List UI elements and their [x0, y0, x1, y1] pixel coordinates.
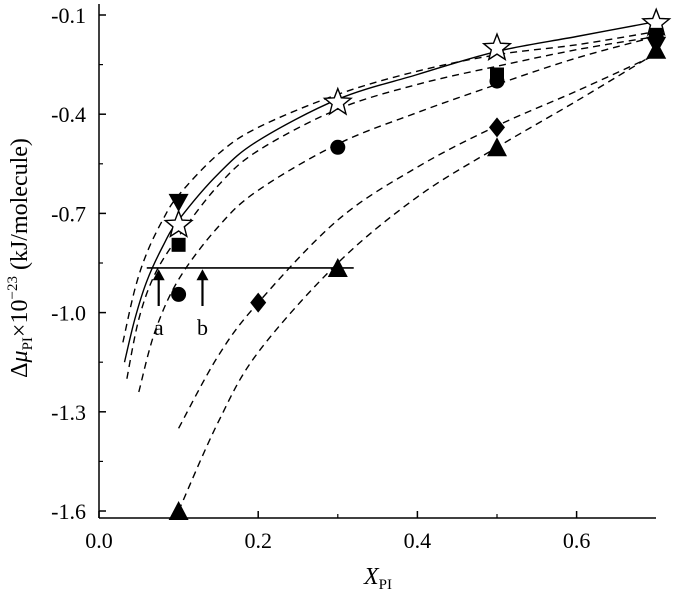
x-tick-label: 0.4 [404, 528, 432, 553]
y-tick-label: -1.0 [51, 301, 86, 326]
y-axis-title-delta: Δ [7, 362, 33, 377]
x-tick-label: 0.2 [244, 528, 272, 553]
y-axis-title-exp: −23 [5, 276, 21, 299]
marker-star [163, 209, 194, 238]
y-axis-title-unit: (kJ/molecule) [7, 138, 33, 276]
marker-diamond [250, 292, 267, 313]
marker-square [171, 237, 186, 252]
x-axis-title-sub: PI [379, 577, 392, 593]
x-tick-label: 0.6 [563, 528, 591, 553]
marker-triangle-down [168, 193, 189, 212]
annotation-arrowhead-b [196, 269, 209, 281]
fit-curve-solid [123, 20, 657, 363]
y-axis-title: ΔμPI×10−23 (kJ/molecule) [5, 138, 36, 378]
marker-triangle-up [327, 257, 348, 277]
x-tick-label: 0.0 [85, 528, 113, 553]
axes [98, 4, 656, 519]
marker-circle [171, 286, 187, 302]
marker-diamond [489, 117, 505, 138]
marker-triangle-up [646, 39, 667, 59]
marker-triangle-up [487, 137, 507, 157]
x-axis-title-main: X [363, 564, 380, 590]
y-axis-title-mu: μ [7, 350, 33, 363]
annotation-label-a: a [154, 315, 164, 340]
y-tick-label: -0.4 [51, 102, 86, 127]
fit-curve-dashed [177, 54, 657, 429]
marker-triangle-up [168, 501, 189, 521]
y-tick-label: -1.6 [51, 499, 86, 524]
ticks: 0.0 0.2 0.4 0.6 -0.1 -0.4 -0.7 -1.0 -1.3 -1.6 [51, 3, 590, 553]
fit-curves [122, 20, 657, 512]
y-tick-label: -0.7 [51, 201, 86, 226]
annotation-arrowhead-a [152, 269, 165, 281]
y-axis-title-sub: PI [20, 337, 36, 350]
y-tick-label: -1.3 [51, 400, 86, 425]
annotation-label-b: b [197, 315, 208, 340]
y-axis-title-times: ×10 [7, 300, 33, 338]
marker-circle [330, 139, 346, 155]
marker-star [322, 86, 353, 116]
x-axis-title: XPI [363, 564, 392, 593]
fit-curve-dashed [126, 35, 657, 379]
fit-curve-dashed [138, 35, 657, 393]
data-markers [163, 7, 672, 521]
fit-curve-dashed [177, 52, 657, 512]
y-tick-label: -0.1 [51, 3, 86, 28]
marker-circle [648, 28, 664, 44]
marker-circle [489, 73, 505, 89]
marker-star [481, 32, 513, 61]
fit-curve-dashed [122, 30, 657, 343]
